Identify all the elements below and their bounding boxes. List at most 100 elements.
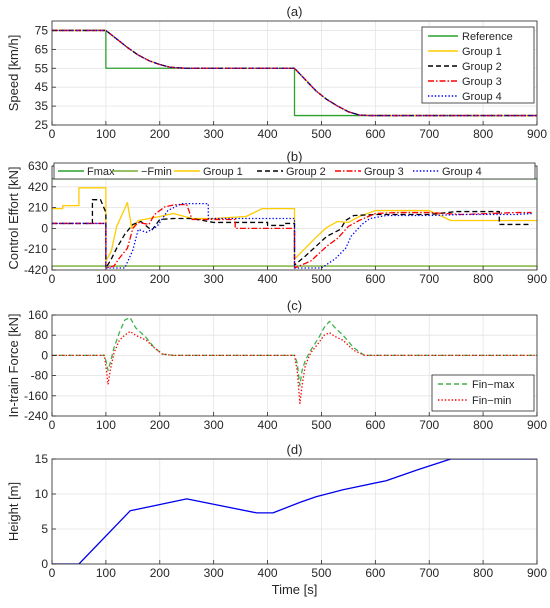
- x-tick-label: 900: [527, 127, 547, 141]
- series-line-height-0: [52, 459, 537, 564]
- x-tick-label: 800: [473, 272, 493, 286]
- y-tick-label: 0: [41, 348, 48, 362]
- x-tick-label: 200: [150, 127, 170, 141]
- legend: Fin−max Fin−min: [431, 374, 535, 412]
- y-tick-label: -160: [24, 389, 48, 403]
- panel-label: (a): [287, 4, 303, 19]
- y-tick-label: 0: [41, 557, 48, 571]
- x-tick-label: 500: [311, 127, 331, 141]
- series-line-group-2-3: [52, 199, 532, 269]
- x-tick-label: 800: [473, 566, 493, 580]
- legend-label: Group 4: [442, 166, 482, 178]
- legend-label: Group 1: [203, 166, 243, 178]
- legend-box: [421, 26, 535, 104]
- legend-box: [53, 162, 536, 180]
- y-tick-label: 65: [35, 42, 49, 56]
- x-tick-label: 900: [527, 272, 547, 286]
- y-tick-label: 35: [35, 99, 49, 113]
- x-tick-label: 600: [365, 127, 385, 141]
- y-tick-label: 55: [35, 61, 49, 75]
- series-group: [52, 459, 537, 564]
- chart-panel-1: 0 100 200 300 400 500 600 700 800 900 -420 -210 0 210…: [6, 149, 547, 286]
- series-line-group-4-5: [52, 202, 532, 269]
- series-line-group-1-2: [52, 187, 537, 262]
- plot-area: [52, 459, 537, 564]
- y-tick-label: 10: [35, 487, 49, 501]
- x-tick-label: 100: [96, 418, 116, 432]
- x-tick-label: 800: [473, 127, 493, 141]
- legend-label: Reference: [462, 31, 513, 43]
- x-tick-label: 500: [311, 418, 331, 432]
- x-tick-label: 700: [419, 272, 439, 286]
- legend-label: Group 2: [286, 166, 326, 178]
- x-tick-label: 400: [258, 127, 278, 141]
- legend: Fmax −Fmin Group 1 Group 2 Group 3 Group 4: [53, 162, 536, 180]
- x-tick-label: 700: [419, 418, 439, 432]
- panel-label: (d): [287, 442, 303, 457]
- x-tick-label: 900: [527, 566, 547, 580]
- x-tick-label: 100: [96, 127, 116, 141]
- y-tick-label: 80: [35, 328, 49, 342]
- x-tick-label: 900: [527, 418, 547, 432]
- legend-box: [431, 374, 535, 412]
- x-tick-label: 300: [204, 566, 224, 580]
- x-tick-label: 0: [49, 566, 56, 580]
- legend-label: Group 2: [462, 61, 502, 73]
- x-tick-label: 200: [150, 272, 170, 286]
- y-tick-label: 160: [28, 308, 48, 322]
- x-tick-label: 0: [49, 127, 56, 141]
- x-tick-label: 600: [365, 566, 385, 580]
- y-tick-label: 25: [35, 118, 49, 132]
- x-tick-label: 400: [258, 418, 278, 432]
- legend-label: Fin−min: [472, 395, 511, 407]
- chart-panel-0: 0 100 200 300 400 500 600 700 800 900 25 35 45 55 65 75…: [6, 4, 547, 141]
- legend-label: Fmax: [87, 166, 115, 178]
- x-tick-label: 300: [204, 127, 224, 141]
- series-group: [52, 316, 537, 405]
- y-axis-label: Height [m]: [6, 482, 21, 541]
- legend-label: Group 4: [462, 91, 502, 103]
- y-tick-label: -240: [24, 409, 48, 423]
- y-axis-label: Speed [km/h]: [6, 35, 21, 112]
- x-tick-label: 500: [311, 566, 331, 580]
- y-tick-label: -420: [24, 263, 48, 277]
- panel-label: (c): [287, 298, 302, 313]
- axes-box: [51, 20, 538, 126]
- y-tick-label: 630: [28, 159, 48, 173]
- legend: Reference Group 1 Group 2 Group 3 Group 4: [421, 26, 535, 104]
- series-line-group-3-3: [52, 29, 537, 117]
- panel-label: (b): [287, 149, 303, 164]
- legend-label: Group 1: [462, 46, 502, 58]
- y-tick-label: 0: [41, 221, 48, 235]
- series-line-group-4-4: [52, 29, 537, 117]
- axes-box: [51, 314, 538, 417]
- x-tick-label: 200: [150, 566, 170, 580]
- y-axis-label: Control Effort [kN]: [6, 166, 21, 269]
- x-tick-label: 700: [419, 566, 439, 580]
- legend-label: Group 3: [364, 166, 404, 178]
- x-tick-label: 400: [258, 566, 278, 580]
- y-tick-label: 45: [35, 80, 49, 94]
- x-tick-label: 100: [96, 566, 116, 580]
- legend-label: Fin−max: [472, 379, 515, 391]
- y-tick-label: 75: [35, 23, 49, 37]
- y-axis-label: In-train Force [kN]: [6, 313, 21, 417]
- y-tick-label: 420: [28, 180, 48, 194]
- x-tick-label: 400: [258, 272, 278, 286]
- series-line-fin-max-0: [52, 316, 537, 387]
- x-tick-label: 800: [473, 418, 493, 432]
- series-line-group-3-4: [52, 203, 532, 269]
- series-group: [52, 29, 537, 117]
- x-tick-label: 100: [96, 272, 116, 286]
- x-tick-label: 600: [365, 272, 385, 286]
- x-tick-label: 0: [49, 272, 56, 286]
- y-tick-label: 5: [41, 522, 48, 536]
- x-tick-label: 0: [49, 418, 56, 432]
- x-tick-label: 600: [365, 418, 385, 432]
- y-tick-label: -210: [24, 242, 48, 256]
- x-axis-label: Time [s]: [272, 582, 318, 597]
- chart-panel-3: 0 100 200 300 400 500 600 700 800 900 0 5 10 15 (d) Hei…: [6, 442, 547, 597]
- x-tick-label: 700: [419, 127, 439, 141]
- axes-box: [51, 458, 538, 565]
